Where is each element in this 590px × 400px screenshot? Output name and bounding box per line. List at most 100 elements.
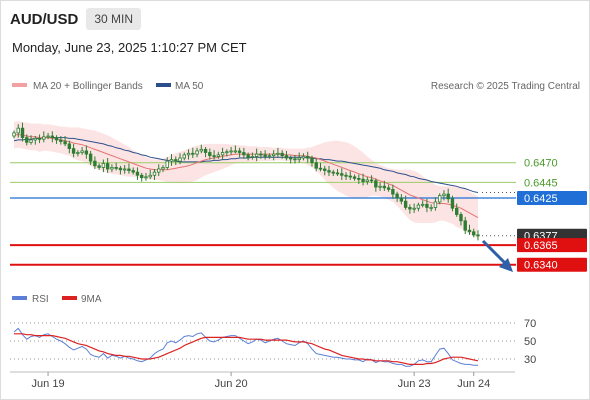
candle-body [374,180,378,188]
candle-body [118,167,123,171]
candle-body [250,156,255,158]
candle-body [348,175,352,178]
x-tick-label: Jun 20 [215,378,248,390]
rsi-legend-swatch [12,296,27,300]
candle-body [455,207,459,215]
forecast-arrow-head [499,258,513,272]
candle-body [297,157,301,160]
candle-body [267,155,272,158]
candle-body [97,165,101,168]
candle-body [365,179,370,182]
candle-body [93,160,97,167]
ma50-line [13,137,479,193]
candle-body [403,200,408,208]
candle-body [382,185,387,189]
candle-body [433,201,438,208]
candle-body [416,204,421,209]
candle-body [71,148,76,154]
candle-body [67,143,72,149]
copyright-label: Research © 2025 Trading Central [431,81,580,92]
candle-body [233,150,238,153]
legend: MA 20 + Bollinger Bands MA 50 Research ©… [12,81,580,305]
candle-body [280,152,284,157]
candle-body [42,136,46,140]
candle-body [408,207,412,210]
candle-body [80,150,84,153]
candle-body [191,152,195,155]
x-tick-label: Jun 19 [32,378,65,390]
candle-body [152,171,157,176]
candle-body [327,170,331,173]
x-tick-label: Jun 23 [398,378,431,390]
rsi-ma-line [14,333,479,365]
rsi-tick-70: 70 [524,318,536,330]
candle-body [467,229,472,233]
symbol-title: AUD/USD [10,10,79,28]
candle-body [276,152,280,155]
ma9-legend-label: 9MA [81,294,102,305]
rsi-line [13,327,478,367]
candle-body [16,127,20,134]
level-label-0.6470: 0.6470 [524,158,558,170]
candle-body [144,176,148,179]
candle-body [357,178,361,180]
candle-body [46,135,50,138]
candle-body [114,167,118,169]
timeframe-badge[interactable]: 30 MIN [86,8,142,30]
candle-body [335,172,340,175]
candle-body [310,157,314,164]
candle-body [178,157,182,162]
candle-body [165,160,169,168]
level-badge-0.6365 [517,238,587,253]
candle-body [412,207,416,210]
candle-body [391,188,395,195]
candle-body [246,154,250,158]
rsi-legend-label: RSI [32,294,49,305]
candle-body [174,159,178,162]
datetime-label: Monday, June 23, 2025 1:10:27 PM CET [12,40,247,55]
candle-body [101,163,106,168]
candle-body [37,137,42,140]
candle-body [50,135,55,138]
forecast-arrow-shaft [481,239,507,265]
bollinger-bands [14,121,478,239]
candle-body [369,179,374,182]
candle-body [157,168,161,173]
candle-body [318,167,323,170]
candle-body [220,152,225,156]
candle-body [20,127,25,138]
forecast-arrow-icon [481,239,513,272]
candle-body [135,171,140,176]
rsi-panel: 70 50 30 [10,318,536,367]
candle-body [88,153,93,162]
candle-body [284,155,289,159]
candle-body [212,155,216,158]
candle-body [161,167,165,170]
level-label-0.6445: 0.6445 [524,177,558,189]
rsi-tick-30: 30 [524,354,536,366]
level-badge-0.6425 [517,191,587,206]
candle-body [208,152,212,157]
ma20-legend-swatch [12,83,27,87]
candle-body [33,137,37,141]
candle-body [59,139,63,142]
candle-body [195,150,199,155]
ma9-legend-swatch [62,296,77,300]
moving-averages [13,133,479,219]
candle-body [323,168,327,171]
candle-body [110,167,114,170]
candle-body [293,158,297,161]
candle-body [476,234,480,237]
ma50-legend-label: MA 50 [175,81,204,92]
level-label-0.6425: 0.6425 [524,193,558,205]
candle-body [463,220,467,231]
candle-body [148,174,152,178]
rsi-tick-50: 50 [524,336,536,348]
ma20-legend-label: MA 20 + Bollinger Bands [33,81,143,92]
candle-body [442,193,446,197]
ma20-line [13,133,479,219]
candle-body [169,159,174,162]
candle-body [63,141,67,145]
candle-body [254,153,259,157]
